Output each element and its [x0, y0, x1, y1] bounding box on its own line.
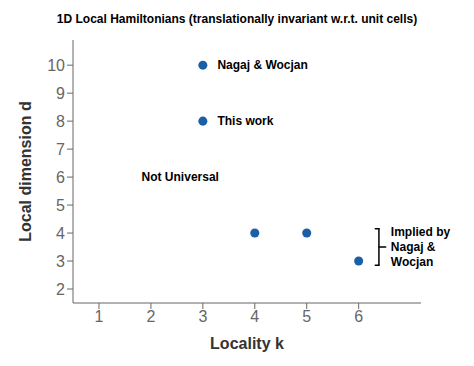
svg-text:This work: This work — [217, 114, 273, 128]
svg-text:7: 7 — [56, 141, 65, 158]
svg-text:3: 3 — [56, 253, 65, 270]
svg-text:2: 2 — [56, 281, 65, 298]
svg-text:Locality k: Locality k — [210, 335, 284, 352]
svg-text:4: 4 — [250, 308, 259, 325]
svg-text:3: 3 — [198, 308, 207, 325]
html-text:1D Local Hamiltonians (transla: 1D Local Hamiltonians (translationally i… — [56, 12, 418, 26]
svg-text:Not Universal: Not Universal — [142, 170, 219, 184]
svg-text:Local dimension d: Local dimension d — [17, 101, 34, 241]
svg-text:5: 5 — [302, 308, 311, 325]
svg-text:Implied byNagaj &Wocjan: Implied byNagaj &Wocjan — [391, 225, 451, 269]
svg-text:2: 2 — [146, 308, 155, 325]
svg-text:10: 10 — [47, 57, 65, 74]
svg-text:1: 1 — [95, 308, 104, 325]
svg-text:5: 5 — [56, 197, 65, 214]
svg-text:6: 6 — [56, 169, 65, 186]
svg-text:8: 8 — [56, 113, 65, 130]
svg-text:Nagaj & Wocjan: Nagaj & Wocjan — [217, 58, 307, 72]
svg-text:6: 6 — [354, 308, 363, 325]
svg-text:9: 9 — [56, 85, 65, 102]
svg-text:4: 4 — [56, 225, 65, 242]
